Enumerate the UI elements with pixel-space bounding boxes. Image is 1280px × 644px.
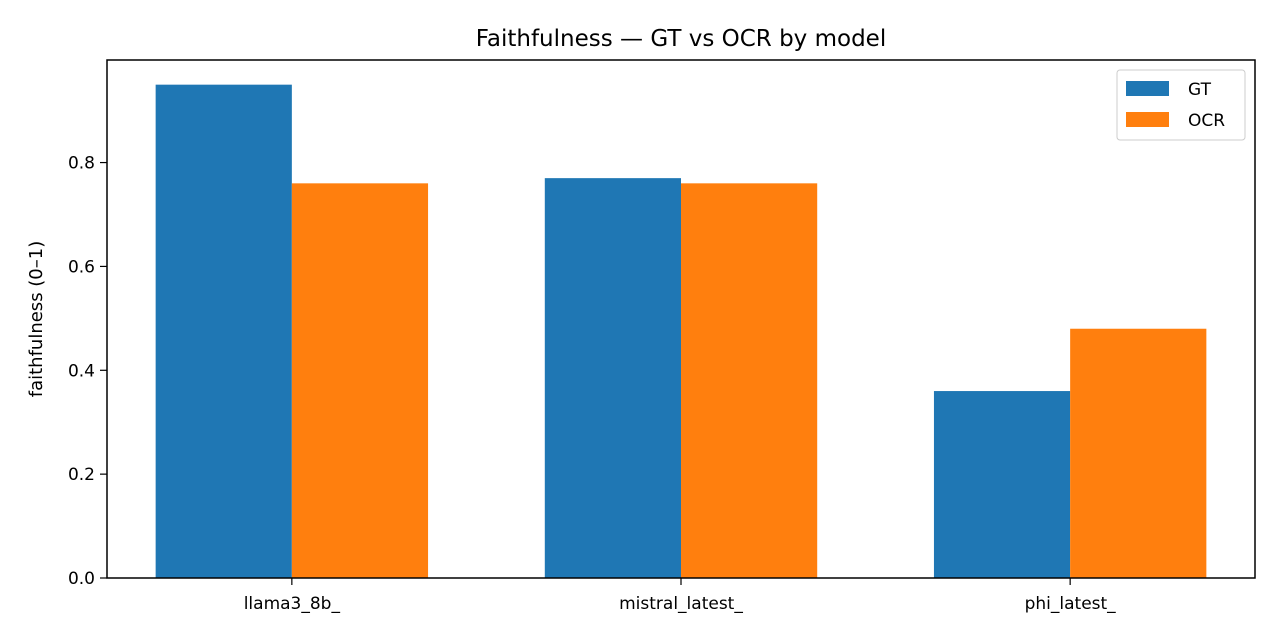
legend-label-gt: GT (1188, 80, 1212, 100)
chart-title: Faithfulness — GT vs OCR by model (476, 26, 886, 52)
bar-gt-mistral_latest_ (544, 178, 681, 578)
legend-box (1116, 69, 1246, 141)
y-tick-label: 0.6 (68, 257, 95, 277)
legend-label-ocr: OCR (1188, 111, 1225, 131)
legend-swatch-gt (1126, 81, 1169, 96)
bar-ocr-phi_latest_ (1070, 328, 1207, 578)
y-tick-label: 0.4 (68, 361, 95, 381)
y-axis-label: faithfulness (0–1) (26, 241, 47, 398)
y-tick-label: 0.2 (68, 465, 95, 485)
bar-ocr-llama3_8b_ (291, 183, 429, 579)
bar-ocr-mistral_latest_ (681, 183, 818, 579)
bars-layer (155, 84, 1207, 579)
legend-swatch-ocr (1126, 112, 1169, 127)
x-tick-label: mistral_latest_ (619, 594, 743, 614)
bar-gt-phi_latest_ (933, 391, 1071, 578)
x-tick-label: phi_latest_ (1025, 594, 1117, 614)
legend: GT OCR (1116, 69, 1246, 141)
y-tick-label: 0.8 (68, 154, 95, 174)
y-tick-label: 0.0 (68, 569, 95, 589)
axes-layer: 0.0 0.2 0.4 0.6 0.8 llama3_8b_ mistral_latest_… (68, 59, 1256, 614)
bar-gt-llama3_8b_ (155, 84, 292, 579)
x-tick-label: llama3_8b_ (244, 594, 341, 614)
